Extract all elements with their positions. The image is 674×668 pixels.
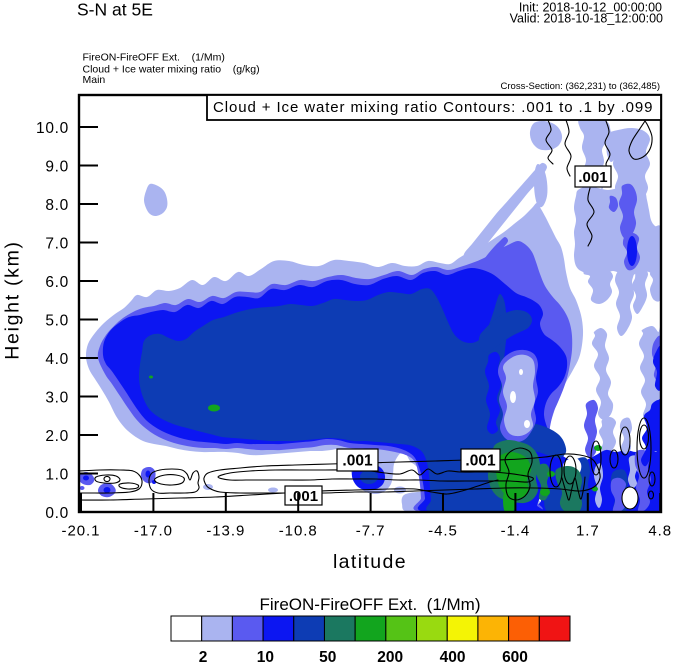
svg-text:FireON-FireOFF Ext. (1/Mm): FireON-FireOFF Ext. (1/Mm) [83, 52, 225, 64]
svg-text:600: 600 [502, 649, 528, 666]
svg-text:.001: .001 [342, 453, 373, 470]
svg-text:Cross-Section: (362,231) to (3: Cross-Section: (362,231) to (362,485) [501, 81, 660, 92]
svg-text:-17.0: -17.0 [134, 523, 173, 540]
svg-text:200: 200 [377, 649, 403, 666]
svg-text:8.0: 8.0 [45, 197, 69, 214]
svg-text:.001: .001 [578, 169, 607, 186]
svg-text:10: 10 [257, 649, 274, 666]
svg-text:2.0: 2.0 [45, 428, 69, 445]
svg-text:10.0: 10.0 [36, 120, 69, 137]
svg-text:5.0: 5.0 [45, 313, 69, 330]
svg-text:2: 2 [199, 649, 208, 666]
svg-text:Cloud + Ice water mixing ratio: Cloud + Ice water mixing ratio Contours:… [213, 99, 653, 116]
svg-text:-10.8: -10.8 [279, 523, 318, 540]
svg-text:-4.5: -4.5 [428, 523, 458, 540]
svg-text:FireON-FireOFF Ext. (1/Mm): FireON-FireOFF Ext. (1/Mm) [260, 595, 481, 614]
svg-text:latitude: latitude [333, 551, 407, 573]
svg-text:0.0: 0.0 [45, 505, 69, 522]
svg-text:3.0: 3.0 [45, 390, 69, 407]
svg-text:Cloud + Ice water mixing ratio: Cloud + Ice water mixing ratio (g/kg) [83, 64, 260, 76]
svg-text:-7.7: -7.7 [356, 523, 386, 540]
svg-text:S-N at 5E: S-N at 5E [77, 0, 153, 20]
svg-text:Init: 2018-10-12_00:00:00: Init: 2018-10-12_00:00:00 [519, 1, 662, 15]
svg-text:Height (km): Height (km) [2, 240, 24, 359]
svg-text:400: 400 [440, 649, 466, 666]
svg-text:-1.4: -1.4 [501, 523, 531, 540]
svg-text:9.0: 9.0 [45, 159, 69, 176]
svg-text:Valid: 2018-10-18_12:00:00: Valid: 2018-10-18_12:00:00 [510, 12, 663, 26]
svg-text:-13.9: -13.9 [206, 523, 245, 540]
svg-text:Main: Main [83, 74, 106, 86]
svg-text:4.0: 4.0 [45, 351, 69, 368]
svg-text:1.0: 1.0 [45, 467, 69, 484]
svg-text:7.0: 7.0 [45, 236, 69, 253]
svg-text:.001: .001 [289, 488, 318, 505]
svg-text:6.0: 6.0 [45, 274, 69, 291]
svg-text:50: 50 [319, 649, 336, 666]
svg-text:-20.1: -20.1 [62, 523, 101, 540]
svg-text:4.8: 4.8 [648, 523, 672, 540]
svg-text:1.7: 1.7 [576, 523, 600, 540]
svg-text:.001: .001 [465, 453, 496, 470]
